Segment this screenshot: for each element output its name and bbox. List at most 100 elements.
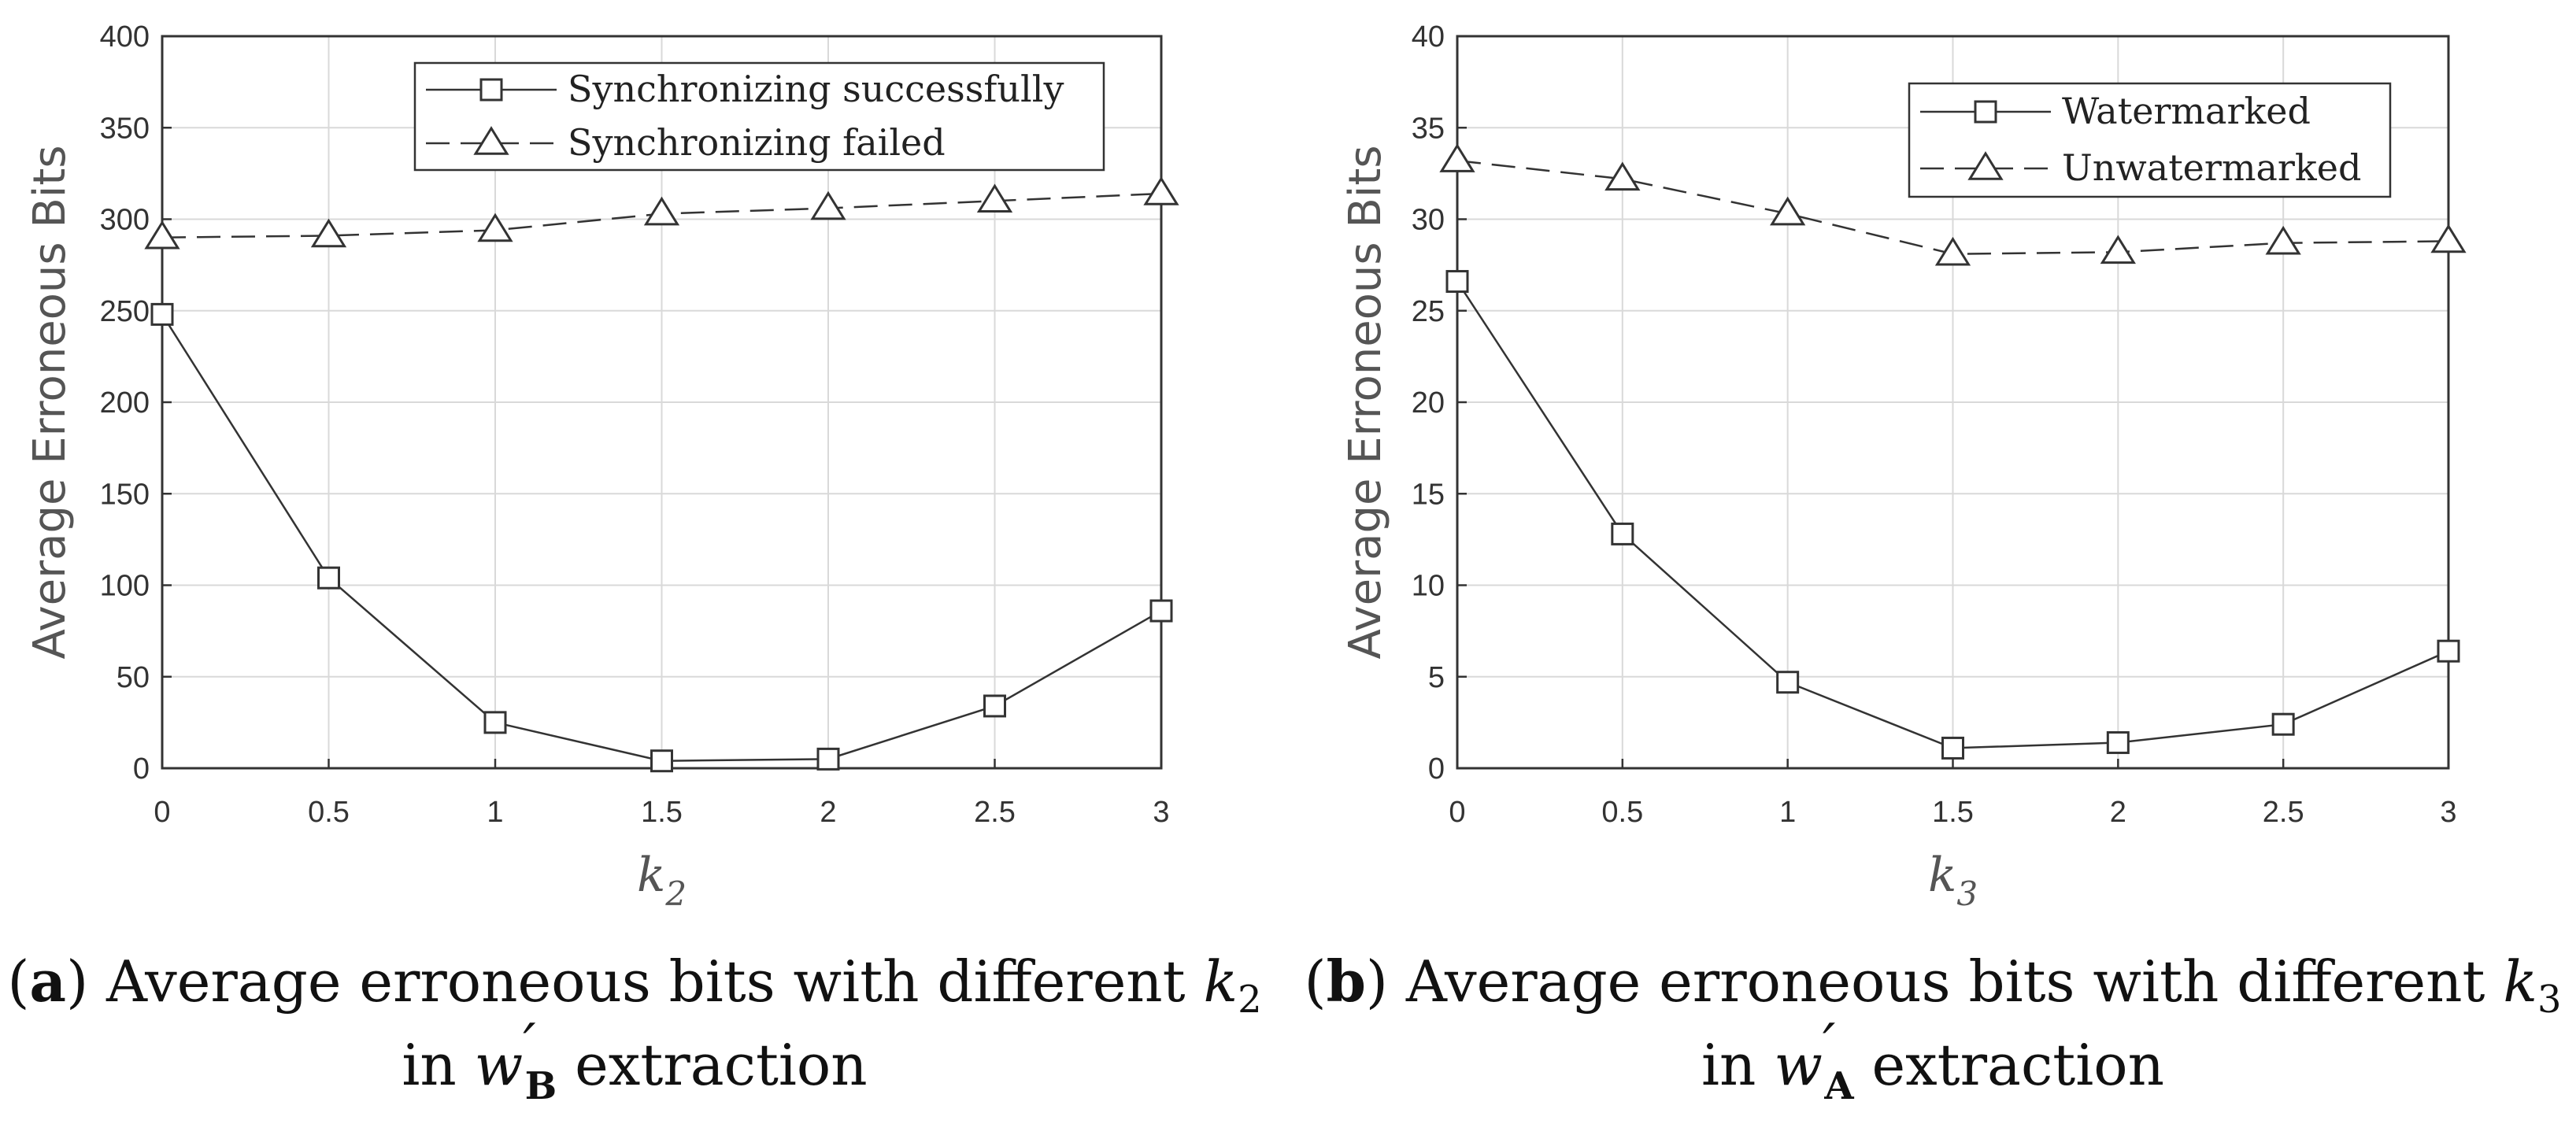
chart-b-data-point bbox=[2437, 639, 2460, 663]
chart-a-x-tick-label: 1 bbox=[487, 796, 503, 829]
chart-b-x-tick-label: 1.5 bbox=[1932, 796, 1974, 829]
chart-a-data-point bbox=[816, 747, 840, 771]
chart-b-x-ticks: 0 0.5 1 1.5 2 2.5 3 bbox=[1449, 759, 2457, 829]
chart-b-data-point bbox=[1604, 161, 1641, 191]
chart-b-caption-var: k bbox=[2503, 948, 2537, 1015]
chart-a-caption-w: w bbox=[475, 1032, 524, 1098]
chart-a-data-point bbox=[150, 302, 174, 326]
chart-b-y-axis-label: Average Erroneous Bits bbox=[1340, 145, 1391, 659]
chart-b-x-tick-label: 2 bbox=[2110, 796, 2126, 829]
chart-b-data-point bbox=[1941, 736, 1964, 760]
chart-b-caption-line2: in w′ A extraction bbox=[1701, 1011, 2164, 1108]
chart-a-data-point bbox=[643, 196, 680, 226]
chart-a-x-axis-label-sub: 2 bbox=[664, 874, 687, 913]
chart-b-data-point bbox=[1611, 522, 1634, 545]
chart-b-data-point bbox=[2271, 712, 2295, 736]
chart-b-y-tick-label: 25 bbox=[1412, 295, 1445, 328]
chart-b-data-point bbox=[1445, 270, 1469, 294]
chart-b-data-point bbox=[1776, 671, 1800, 694]
chart-b-caption-label: b bbox=[1327, 948, 1366, 1015]
chart-a-caption-suffix: extraction bbox=[557, 1032, 867, 1098]
chart-a-y-tick-label: 200 bbox=[100, 386, 150, 420]
chart-a-caption-line1: (a) Average erroneous bits with differen… bbox=[7, 948, 1261, 1022]
chart-b-legend-items: Watermarked Unwatermarked bbox=[1920, 90, 2361, 189]
chart-b-legend-marker-1 bbox=[1967, 151, 2004, 180]
chart-a-data-point bbox=[976, 183, 1013, 213]
chart-a-y-tick-label: 50 bbox=[117, 661, 150, 694]
chart-b-y-tick-label: 35 bbox=[1412, 112, 1445, 145]
chart-a-y-tick-label: 100 bbox=[100, 570, 150, 603]
chart-a-data-point bbox=[810, 190, 846, 220]
chart-a-y-tick-label: 0 bbox=[133, 752, 150, 786]
chart-b-caption-prime: ′ bbox=[1823, 1011, 1835, 1078]
chart-a-legend: Synchronizing successfully Synchronizing … bbox=[413, 61, 1105, 172]
chart-b-series bbox=[1439, 143, 2467, 760]
chart-a-x-tick-label: 2.5 bbox=[974, 796, 1016, 829]
chart-b-data-point bbox=[2265, 225, 2301, 255]
chart-b-y-tick-label: 15 bbox=[1412, 478, 1445, 511]
chart-b-data-point bbox=[1439, 143, 1475, 172]
chart-a-data-point bbox=[144, 220, 180, 250]
chart-b-caption-line1: (b) Average erroneous bits with differen… bbox=[1304, 948, 2561, 1022]
chart-a-y-tick-label: 250 bbox=[100, 295, 150, 328]
chart-b-caption-text: Average erroneous bits with different bbox=[1388, 948, 2503, 1015]
chart-a-caption-var-sub: 2 bbox=[1238, 978, 1262, 1022]
chart-b-data-point bbox=[2100, 235, 2136, 264]
chart-a-legend-marker-0 bbox=[479, 78, 503, 102]
chart-a-data-point bbox=[483, 711, 507, 734]
chart-b-x-tick-label: 1 bbox=[1779, 796, 1796, 829]
chart-b-x-axis-label: k3 bbox=[1928, 848, 1978, 913]
chart-b-data-point bbox=[1770, 196, 1806, 226]
chart-a: 0 50 100 150 200 250 300 350 400 0 0.5 1 1.5 2 2.5 3 A… bbox=[7, 20, 1261, 1108]
chart-a-x-axis-label-main: k bbox=[637, 848, 665, 903]
chart-a-x-axis-label: k2 bbox=[637, 848, 687, 913]
chart-b-y-tick-label: 0 bbox=[1428, 752, 1445, 786]
chart-b-y-ticks: 0 5 10 15 20 25 30 35 40 bbox=[1412, 20, 1467, 786]
chart-a-y-axis-label: Average Erroneous Bits bbox=[24, 145, 76, 659]
chart-b-caption-prefix: in bbox=[1701, 1032, 1774, 1098]
chart-a-caption-text: Average erroneous bits with different bbox=[88, 948, 1203, 1015]
chart-a-caption-prime: ′ bbox=[523, 1011, 535, 1078]
chart-a-caption-prefix: in bbox=[402, 1032, 474, 1098]
chart-a-caption-label: a bbox=[29, 948, 66, 1015]
chart-b-x-tick-label: 0.5 bbox=[1601, 796, 1643, 829]
chart-b-x-axis-label-main: k bbox=[1928, 848, 1956, 903]
chart-a-x-tick-label: 0 bbox=[154, 796, 170, 829]
chart-a-x-ticks: 0 0.5 1 1.5 2 2.5 3 bbox=[154, 759, 1170, 829]
chart-b-caption-w-sub: A bbox=[1823, 1064, 1854, 1108]
chart-a-y-tick-label: 300 bbox=[100, 204, 150, 237]
chart-b-legend: Watermarked Unwatermarked bbox=[1908, 82, 2392, 198]
chart-a-y-tick-label: 350 bbox=[100, 112, 150, 145]
chart-a-x-tick-label: 1.5 bbox=[641, 796, 683, 829]
chart-b-y-tick-label: 5 bbox=[1428, 661, 1445, 694]
chart-b-data-point bbox=[2106, 730, 2130, 754]
chart-a-data-point bbox=[983, 694, 1006, 718]
chart-b-x-tick-label: 3 bbox=[2440, 796, 2456, 829]
chart-b-caption-w: w bbox=[1774, 1032, 1823, 1098]
chart-a-data-point bbox=[650, 749, 673, 773]
chart-a-data-point bbox=[310, 218, 347, 248]
chart-b-y-tick-label: 20 bbox=[1412, 386, 1445, 420]
chart-a-series bbox=[144, 176, 1179, 773]
chart-a-data-point bbox=[477, 213, 513, 242]
chart-a-legend-label-0: Synchronizing successfully bbox=[568, 68, 1064, 110]
chart-b-x-tick-label: 2.5 bbox=[2263, 796, 2304, 829]
chart-a-y-tick-label: 400 bbox=[100, 20, 150, 54]
chart-a-x-tick-label: 0.5 bbox=[308, 796, 350, 829]
chart-a-x-tick-label: 3 bbox=[1153, 796, 1169, 829]
chart-b-legend-label-0: Watermarked bbox=[2062, 90, 2311, 132]
chart-b-y-tick-label: 40 bbox=[1412, 20, 1445, 54]
chart-b-x-tick-label: 0 bbox=[1449, 796, 1465, 829]
chart-b-y-tick-label: 30 bbox=[1412, 204, 1445, 237]
chart-a-caption-var: k bbox=[1204, 948, 1238, 1015]
chart-a-legend-marker-1 bbox=[473, 126, 509, 155]
chart-a-data-point bbox=[1143, 176, 1179, 205]
chart-a-caption-line2: in w′ B extraction bbox=[402, 1011, 867, 1108]
chart-b-data-point bbox=[2430, 224, 2467, 253]
chart-b-data-point bbox=[1934, 236, 1971, 266]
chart-a-data-point bbox=[1149, 599, 1173, 623]
chart-a-y-tick-label: 150 bbox=[100, 478, 150, 511]
chart-a-legend-label-1: Synchronizing failed bbox=[568, 121, 946, 164]
chart-b: 0 5 10 15 20 25 30 35 40 0 0.5 1 1.5 2 2.5 3 Average E… bbox=[1304, 20, 2561, 1108]
